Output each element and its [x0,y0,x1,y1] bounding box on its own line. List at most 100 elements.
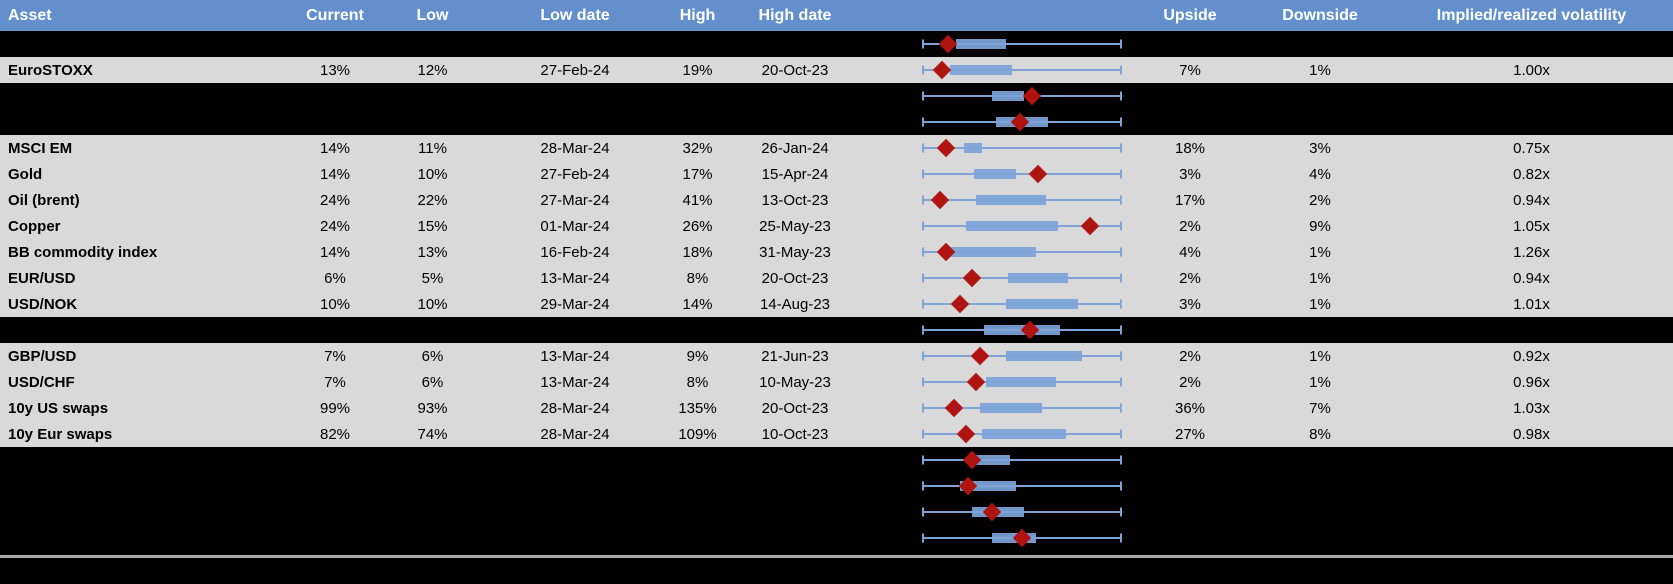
range-box [985,377,1056,387]
cell-range-chart [860,499,1130,525]
range-box [973,169,1016,179]
cell-high: 26% [682,217,713,235]
whisker-line [921,459,1122,461]
hidden-row [0,109,1673,135]
cell-upside: 17% [1174,191,1206,209]
range-boxplot [921,239,1122,265]
cell-implied-realized: 1.05x [1513,217,1550,235]
cell-range-chart [860,239,1130,265]
range-box [959,481,1016,491]
cell-implied-realized: 1.00x [1513,61,1550,79]
cell-low-date [485,317,665,343]
cell-high: 135% [678,399,717,417]
range-boxplot [921,57,1122,83]
cell-high: 17% [682,165,713,183]
cell-high [665,525,730,551]
cell-high [665,447,730,473]
hidden-row [0,447,1673,473]
cell-low-date: 27-Mar-24 [540,191,610,209]
whisker-cap-left [921,299,924,309]
cell-low-date: 29-Mar-24 [540,295,610,313]
cell-asset: EUR/USD [8,269,76,287]
cell-current: 14% [319,243,351,261]
cell-upside [1130,31,1250,57]
cell-current: 13% [319,61,351,79]
table-row: EuroSTOXX 13% 12% 27-Feb-24 19% 20-Oct-23 7% 1%… [0,57,1673,83]
cell-range-chart [860,473,1130,499]
table-row: USD/CHF 7% 6% 13-Mar-24 8% 10-May-23 2% 1% 0.96x [0,369,1673,395]
cell-current: 14% [319,165,351,183]
cell-downside [1250,317,1390,343]
cell-implied-realized: 1.03x [1513,399,1550,417]
cell-implied-realized: 0.98x [1513,425,1550,443]
cell-range-chart [860,317,1130,343]
header-current: Current [306,6,364,24]
cell-range-chart [860,291,1130,317]
cell-high [665,109,730,135]
cell-low [380,31,485,57]
cell-low [380,317,485,343]
whisker-cap-left [921,273,924,283]
cell-high: 8% [686,269,709,287]
whisker-cap-right [1119,91,1122,101]
cell-implied-realized: 1.01x [1513,295,1550,313]
cell-implied-realized: 0.92x [1513,347,1550,365]
hidden-row [0,31,1673,57]
cell-high-date: 14-Aug-23 [759,295,831,313]
cell-downside: 1% [1309,269,1331,287]
whisker-line [921,43,1122,45]
table-row: GBP/USD 7% 6% 13-Mar-24 9% 21-Jun-23 2% 1% 0.92x [0,343,1673,369]
cell-upside [1130,525,1250,551]
whisker-cap-left [921,39,924,49]
whisker-cap-right [1119,481,1122,491]
table-row: Gold 14% 10% 27-Feb-24 17% 15-Apr-24 3% 4% 0.82x [0,161,1673,187]
range-box [1005,351,1082,361]
cell-asset: GBP/USD [8,347,77,365]
range-boxplot [921,447,1122,473]
whisker-cap-left [921,221,924,231]
cell-implied-realized: 0.82x [1513,165,1550,183]
current-diamond-marker [1010,112,1029,132]
cell-downside [1250,31,1390,57]
whisker-cap-left [921,91,924,101]
cell-high-date [730,525,860,551]
cell-current: 7% [324,347,346,365]
header-implied-realized: Implied/realized volatility [1436,6,1627,24]
whisker-cap-right [1119,39,1122,49]
cell-high: 8% [686,373,709,391]
cell-range-chart [860,57,1130,83]
current-diamond-marker [1022,86,1041,106]
range-boxplot [921,187,1122,213]
cell-implied-realized: 0.94x [1513,191,1550,209]
header-range-chart [860,0,1130,31]
cell-range-chart [860,447,1130,473]
cell-low: 74% [417,425,448,443]
cell-low: 22% [417,191,448,209]
header-low: Low [416,6,449,24]
range-boxplot [921,213,1122,239]
range-box [1005,299,1078,309]
cell-low-date [485,31,665,57]
whisker-cap-left [921,117,924,127]
cell-low-date: 28-Mar-24 [540,425,610,443]
whisker-cap-left [921,507,924,517]
range-boxplot [921,343,1122,369]
current-diamond-marker [962,450,981,470]
current-diamond-marker [982,502,1001,522]
cell-low-date: 27-Feb-24 [540,61,610,79]
cell-low: 15% [417,217,448,235]
cell-asset [0,31,290,57]
cell-asset: 10y Eur swaps [8,425,113,443]
cell-high [665,499,730,525]
cell-high-date: 25-May-23 [759,217,831,235]
cell-current [290,499,380,525]
range-boxplot [921,265,1122,291]
range-boxplot [921,31,1122,57]
current-diamond-marker [930,190,949,210]
cell-asset: Oil (brent) [8,191,80,209]
cell-implied-realized: 0.75x [1513,139,1550,157]
cell-upside: 36% [1174,399,1206,417]
current-diamond-marker [936,138,955,158]
cell-range-chart [860,369,1130,395]
hidden-row [0,317,1673,343]
